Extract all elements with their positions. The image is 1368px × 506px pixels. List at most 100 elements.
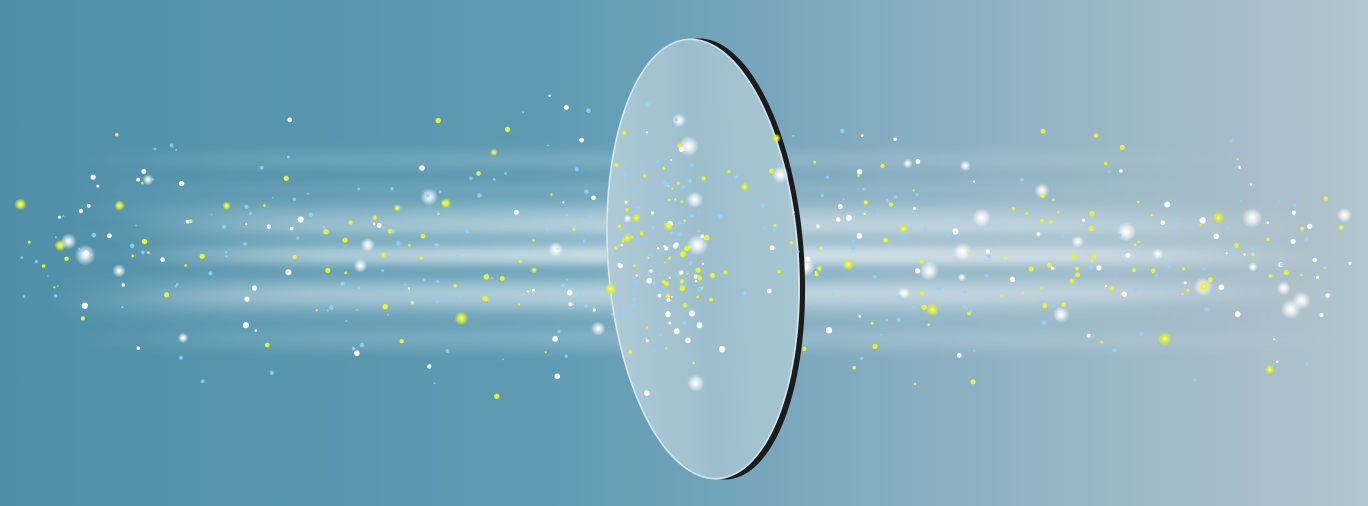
white-particle bbox=[353, 258, 368, 273]
blue-particle bbox=[896, 317, 901, 323]
yellow-particle bbox=[476, 171, 481, 176]
yellow-particle bbox=[696, 274, 700, 278]
yellow-particle bbox=[1052, 198, 1055, 201]
white-particle bbox=[1051, 266, 1055, 270]
blue-particle bbox=[656, 159, 660, 164]
yellow-particle bbox=[912, 189, 915, 192]
blue-particle bbox=[912, 305, 915, 309]
yellow-particle bbox=[1212, 211, 1225, 224]
blue-particle bbox=[677, 221, 682, 225]
blue-particle bbox=[774, 247, 778, 250]
yellow-particle bbox=[622, 130, 627, 135]
yellow-particle bbox=[777, 269, 782, 274]
blue-particle bbox=[208, 271, 213, 276]
blue-particle bbox=[923, 228, 927, 231]
blue-particle bbox=[1280, 262, 1284, 267]
white-particle bbox=[1082, 218, 1086, 222]
yellow-particle bbox=[1089, 211, 1095, 217]
yellow-particle bbox=[1040, 193, 1046, 199]
blue-particle bbox=[356, 309, 359, 312]
white-particle bbox=[1241, 207, 1263, 228]
blue-particle bbox=[1132, 288, 1138, 293]
yellow-particle bbox=[668, 198, 671, 201]
blue-particle bbox=[831, 292, 834, 295]
white-particle bbox=[142, 174, 154, 186]
white-particle bbox=[856, 233, 863, 239]
blue-particle bbox=[622, 173, 627, 178]
white-particle bbox=[1248, 262, 1258, 272]
blue-particle bbox=[141, 250, 145, 255]
yellow-particle bbox=[1338, 225, 1344, 231]
yellow-particle bbox=[1057, 211, 1060, 214]
white-particle bbox=[568, 302, 573, 307]
white-particle bbox=[592, 308, 597, 312]
white-particle bbox=[686, 191, 704, 209]
white-particle bbox=[915, 159, 921, 164]
blue-particle bbox=[129, 243, 135, 249]
blue-particle bbox=[860, 356, 864, 361]
blue-particle bbox=[839, 128, 845, 134]
blue-particle bbox=[121, 306, 124, 309]
yellow-particle bbox=[857, 174, 860, 177]
blue-particle bbox=[588, 215, 592, 220]
blue-particle bbox=[91, 232, 97, 238]
yellow-particle bbox=[645, 326, 649, 329]
yellow-particle bbox=[819, 246, 823, 250]
white-particle bbox=[1276, 281, 1291, 296]
yellow-particle bbox=[1099, 340, 1103, 344]
white-particle bbox=[78, 208, 84, 214]
yellow-particle bbox=[184, 264, 187, 267]
blue-particle bbox=[501, 358, 504, 361]
yellow-particle bbox=[1003, 256, 1008, 260]
blue-particle bbox=[956, 235, 961, 240]
blue-particle bbox=[34, 260, 38, 263]
blue-particle bbox=[717, 214, 723, 220]
white-particle bbox=[767, 288, 772, 294]
blue-particle bbox=[584, 189, 589, 194]
yellow-particle bbox=[1104, 161, 1108, 166]
white-particle bbox=[902, 158, 913, 169]
blue-particle bbox=[53, 294, 58, 298]
yellow-particle bbox=[344, 271, 348, 275]
yellow-particle bbox=[863, 200, 869, 205]
yellow-particle bbox=[1323, 196, 1329, 201]
white-particle bbox=[972, 208, 991, 227]
blue-particle bbox=[676, 273, 680, 278]
yellow-particle bbox=[661, 279, 666, 284]
white-particle bbox=[701, 262, 705, 265]
white-particle bbox=[177, 332, 189, 344]
yellow-particle bbox=[410, 300, 415, 305]
blue-particle bbox=[670, 231, 674, 235]
blue-particle bbox=[1060, 234, 1065, 239]
white-particle bbox=[656, 246, 660, 250]
yellow-particle bbox=[393, 204, 402, 212]
blue-particle bbox=[845, 300, 849, 305]
blue-particle bbox=[54, 236, 57, 239]
blue-particle bbox=[1193, 378, 1196, 381]
blue-particle bbox=[435, 280, 439, 283]
yellow-particle bbox=[265, 342, 270, 348]
blue-particle bbox=[610, 312, 614, 316]
white-particle bbox=[1315, 275, 1320, 279]
blue-particle bbox=[1009, 210, 1012, 212]
white-particle bbox=[1009, 276, 1016, 282]
blue-particle bbox=[651, 225, 655, 229]
blue-particle bbox=[621, 310, 626, 315]
white-particle bbox=[685, 337, 691, 344]
blue-particle bbox=[1085, 225, 1088, 229]
yellow-particle bbox=[662, 166, 666, 170]
white-particle bbox=[650, 211, 654, 215]
yellow-particle bbox=[1071, 254, 1077, 259]
yellow-particle bbox=[695, 267, 701, 273]
yellow-particle bbox=[676, 181, 680, 185]
white-particle bbox=[836, 217, 841, 222]
yellow-particle bbox=[919, 290, 925, 296]
blue-particle bbox=[807, 302, 811, 305]
yellow-particle bbox=[115, 133, 119, 137]
yellow-particle bbox=[680, 200, 684, 204]
yellow-particle bbox=[642, 174, 647, 178]
blue-particle bbox=[1321, 265, 1325, 269]
yellow-particle bbox=[692, 361, 695, 365]
white-particle bbox=[96, 184, 100, 188]
yellow-particle bbox=[544, 351, 547, 354]
